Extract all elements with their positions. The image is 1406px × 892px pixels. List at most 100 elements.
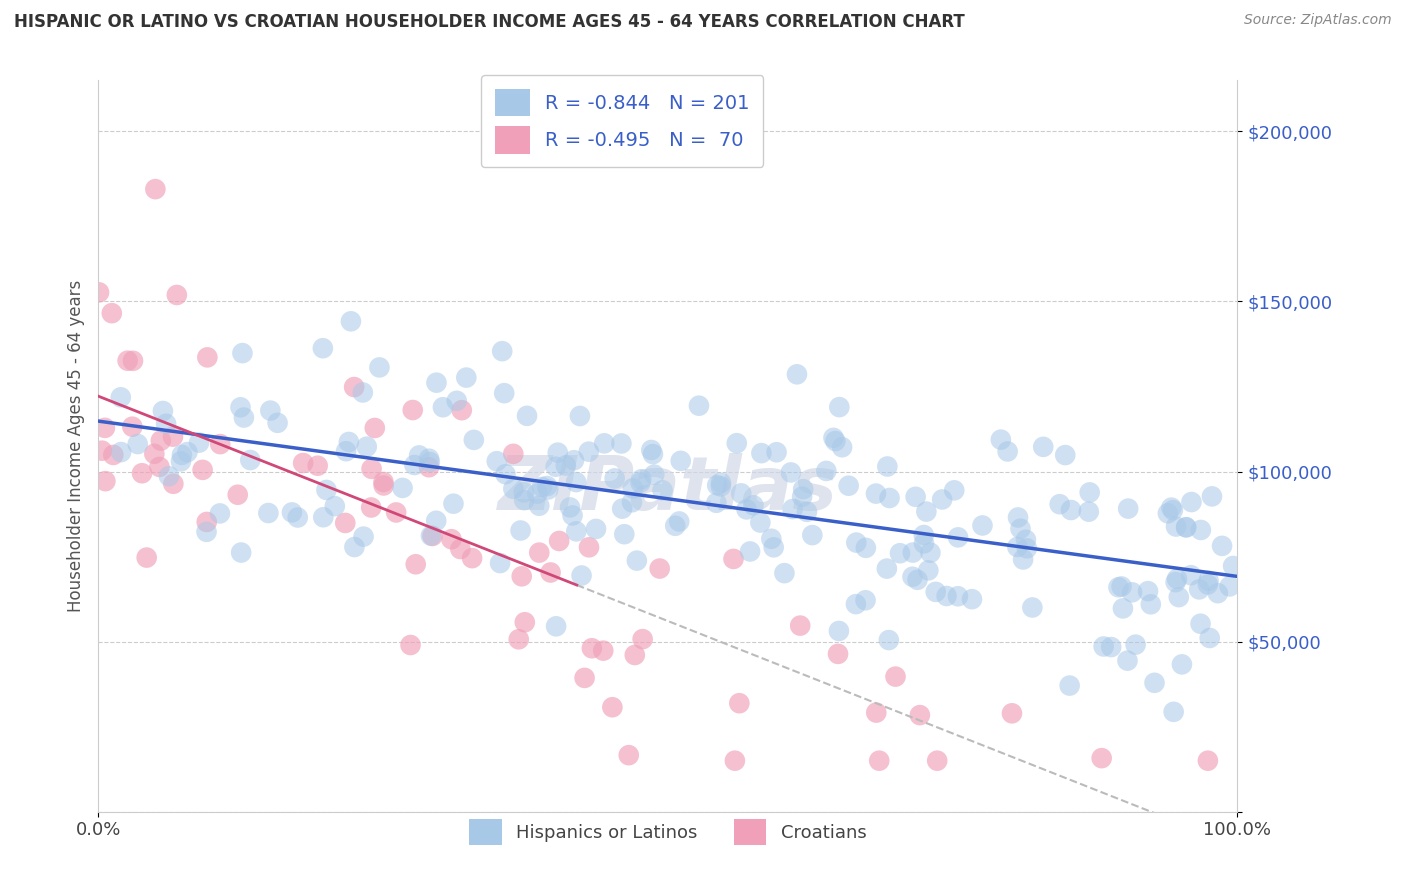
Point: [1116, 501, 1139, 516]
Point: [419, 455, 441, 469]
Point: [449, 541, 471, 556]
Point: [513, 485, 536, 500]
Point: [195, 351, 218, 365]
Point: [1180, 568, 1202, 582]
Point: [432, 401, 454, 415]
Point: [343, 380, 366, 394]
Point: [1143, 675, 1166, 690]
Point: [463, 433, 485, 447]
Point: [94, 421, 117, 435]
Point: [391, 481, 413, 495]
Point: [131, 467, 153, 481]
Point: [879, 491, 901, 505]
Point: [565, 524, 588, 539]
Point: [751, 446, 773, 460]
Point: [1198, 574, 1220, 588]
Point: [281, 505, 304, 519]
Point: [735, 502, 758, 516]
Text: Source: ZipAtlas.com: Source: ZipAtlas.com: [1244, 13, 1392, 28]
Point: [516, 409, 538, 423]
Point: [908, 708, 931, 723]
Point: [418, 451, 440, 466]
Point: [1125, 638, 1147, 652]
Point: [195, 515, 218, 529]
Point: [155, 417, 177, 431]
Point: [613, 527, 636, 541]
Point: [456, 370, 478, 384]
Point: [117, 353, 139, 368]
Point: [340, 314, 363, 328]
Point: [495, 467, 517, 482]
Point: [239, 453, 262, 467]
Point: [266, 416, 288, 430]
Point: [565, 475, 588, 489]
Point: [710, 479, 733, 493]
Point: [176, 445, 198, 459]
Point: [485, 454, 508, 468]
Point: [110, 445, 132, 459]
Point: [931, 492, 953, 507]
Point: [728, 696, 751, 710]
Point: [688, 399, 710, 413]
Point: [425, 376, 447, 390]
Point: [385, 506, 408, 520]
Point: [855, 593, 877, 607]
Point: [546, 619, 568, 633]
Point: [1163, 705, 1185, 719]
Point: [353, 530, 375, 544]
Point: [631, 632, 654, 647]
Point: [617, 748, 640, 763]
Point: [1206, 586, 1229, 600]
Point: [1010, 522, 1032, 536]
Point: [765, 445, 787, 459]
Point: [943, 483, 966, 498]
Point: [706, 478, 728, 492]
Point: [229, 401, 252, 415]
Point: [232, 410, 254, 425]
Point: [360, 500, 382, 515]
Point: [603, 471, 626, 485]
Point: [585, 522, 607, 536]
Point: [425, 514, 447, 528]
Point: [540, 566, 562, 580]
Point: [110, 390, 132, 404]
Point: [725, 436, 748, 450]
Point: [927, 754, 949, 768]
Point: [1015, 541, 1038, 556]
Point: [643, 467, 665, 482]
Point: [668, 515, 690, 529]
Point: [188, 435, 211, 450]
Point: [1007, 510, 1029, 524]
Point: [508, 632, 530, 647]
Point: [1161, 503, 1184, 517]
Point: [730, 486, 752, 500]
Point: [1092, 640, 1115, 654]
Point: [1197, 754, 1219, 768]
Point: [593, 436, 616, 450]
Point: [312, 510, 335, 524]
Point: [641, 447, 664, 461]
Point: [1164, 519, 1187, 533]
Point: [143, 447, 166, 461]
Point: [494, 386, 516, 401]
Point: [103, 448, 125, 462]
Point: [1121, 585, 1143, 599]
Point: [1137, 584, 1160, 599]
Point: [710, 475, 733, 490]
Text: ZIPatlas: ZIPatlas: [498, 453, 838, 526]
Point: [554, 458, 576, 473]
Point: [824, 434, 846, 448]
Point: [838, 479, 860, 493]
Point: [1049, 497, 1071, 511]
Point: [443, 497, 465, 511]
Point: [792, 482, 814, 496]
Point: [912, 536, 935, 550]
Point: [529, 499, 551, 513]
Point: [231, 346, 253, 360]
Point: [1175, 520, 1198, 534]
Point: [323, 499, 346, 513]
Point: [773, 566, 796, 581]
Point: [904, 490, 927, 504]
Point: [257, 506, 280, 520]
Point: [360, 462, 382, 476]
